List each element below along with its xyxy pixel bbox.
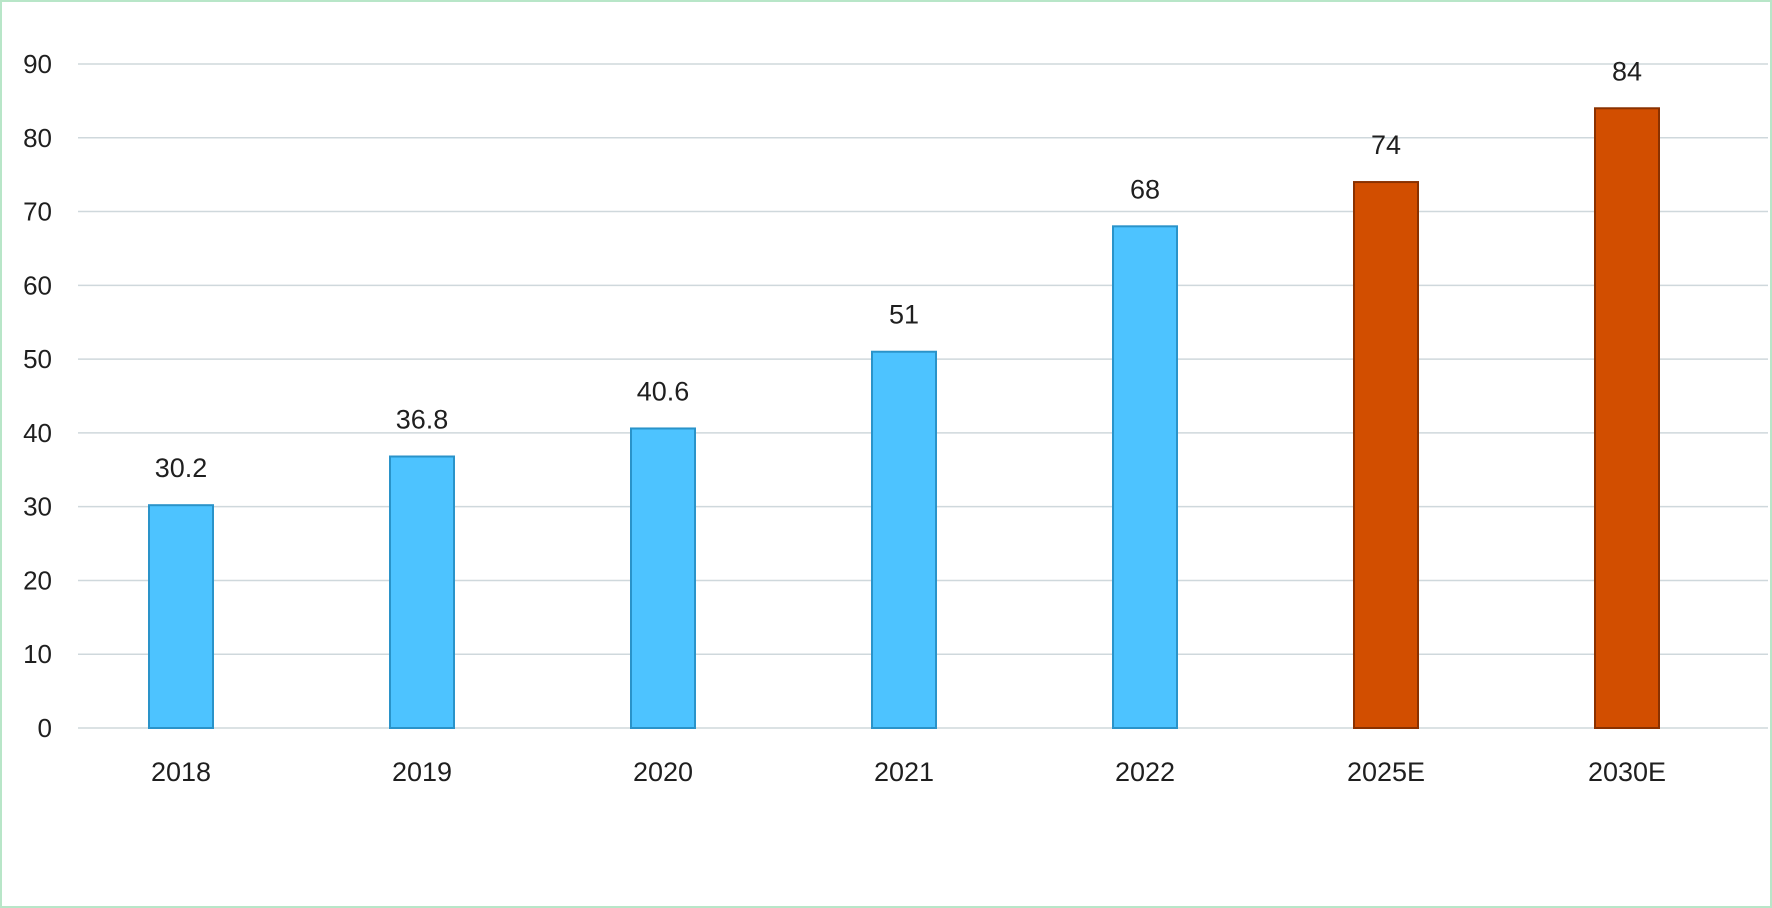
bar-2025E <box>1353 181 1419 730</box>
bars <box>148 107 1660 730</box>
bar-2021 <box>871 350 937 729</box>
data-label-2018: 30.2 <box>155 453 208 483</box>
y-tick-label: 90 <box>23 49 52 79</box>
y-tick-label: 30 <box>23 492 52 522</box>
y-tick-label: 50 <box>23 344 52 374</box>
y-tick-label: 60 <box>23 270 52 300</box>
y-tick-label: 40 <box>23 418 52 448</box>
x-tick-label-2025E: 2025E <box>1347 757 1425 787</box>
x-tick-label-2019: 2019 <box>392 757 452 787</box>
bar-2019 <box>389 455 455 729</box>
data-label-2025E: 74 <box>1371 130 1401 160</box>
bar-2030E <box>1594 107 1660 730</box>
y-tick-label: 10 <box>23 639 52 669</box>
x-tick-label-2030E: 2030E <box>1588 757 1666 787</box>
data-label-2021: 51 <box>889 300 919 330</box>
bar-2022 <box>1112 225 1178 730</box>
y-tick-label: 0 <box>38 713 52 743</box>
data-label-2030E: 84 <box>1612 56 1642 86</box>
y-tick-label: 20 <box>23 565 52 595</box>
x-tick-label-2020: 2020 <box>633 757 693 787</box>
x-tick-label-2018: 2018 <box>151 757 211 787</box>
y-tick-label: 70 <box>23 197 52 227</box>
y-axis-ticks: 0 10 20 30 40 50 60 70 80 90 <box>23 49 52 743</box>
x-tick-label-2021: 2021 <box>874 757 934 787</box>
data-labels: 30.2 36.8 40.6 51 68 74 84 <box>155 56 1642 483</box>
y-tick-label: 80 <box>23 123 52 153</box>
bar-2020 <box>630 427 696 729</box>
data-label-2019: 36.8 <box>396 404 449 434</box>
data-label-2022: 68 <box>1130 174 1160 204</box>
x-axis-categories: 2018 2019 2020 2021 2022 2025E 2030E <box>151 757 1666 787</box>
data-label-2020: 40.6 <box>637 376 690 406</box>
bar-2018 <box>148 504 214 729</box>
x-tick-label-2022: 2022 <box>1115 757 1175 787</box>
